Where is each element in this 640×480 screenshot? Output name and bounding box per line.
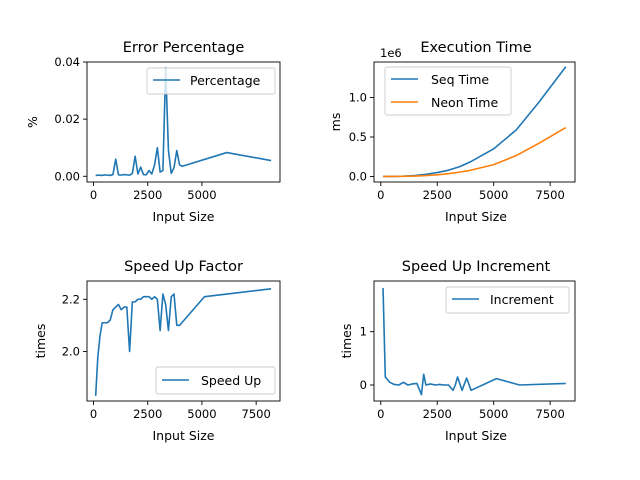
y-tick-label: 2.2 <box>62 292 80 306</box>
y-offset-label: 1e6 <box>380 46 402 60</box>
x-tick-label: 5000 <box>479 407 508 421</box>
x-tick-label: 5000 <box>187 188 216 202</box>
y-axis-label: % <box>25 116 40 128</box>
series-group <box>382 287 566 396</box>
x-axis-label: Input Size <box>153 428 215 443</box>
legend-label-speed-up: Speed Up <box>201 373 261 388</box>
legend-label-seq-time: Seq Time <box>431 72 489 87</box>
axes-frame <box>373 280 576 402</box>
chart-title: Speed Up Factor <box>124 259 243 275</box>
x-ticks: 0 2500 5000 7500 <box>377 182 565 202</box>
x-tick-label: 7500 <box>242 407 271 421</box>
legend: Increment <box>445 286 570 314</box>
axes-frame <box>86 61 281 183</box>
y-tick-label: 0.04 <box>54 55 80 69</box>
legend-label-percentage: Percentage <box>190 73 261 88</box>
x-tick-label: 0 <box>90 407 97 421</box>
y-ticks: 01 <box>360 325 374 392</box>
legend-box <box>155 366 276 395</box>
chart-title: Error Percentage <box>123 40 245 56</box>
y-tick-label: 1.0 <box>349 91 367 105</box>
series-group <box>94 288 272 396</box>
x-tick-label: 5000 <box>479 188 508 202</box>
x-tick-label: 7500 <box>536 188 565 202</box>
y-tick-label: 1 <box>360 325 367 339</box>
y-ticks: 0.00 0.02 0.04 <box>54 55 87 183</box>
y-axis-label: ms <box>328 113 343 132</box>
legend-label-neon-time: Neon Time <box>431 95 498 110</box>
legend-label-increment: Increment <box>490 292 554 307</box>
y-ticks: 0.0 0.5 1.0 <box>349 91 374 183</box>
legend: Percentage <box>146 67 276 95</box>
series-line-increment <box>382 287 566 396</box>
x-tick-label: 2500 <box>133 407 162 421</box>
axes-frame <box>373 61 576 183</box>
legend-box <box>146 67 276 95</box>
y-tick-label: 0 <box>360 378 367 392</box>
y-tick-label: 2.0 <box>62 344 80 358</box>
y-tick-label: 0.0 <box>349 169 367 183</box>
x-tick-label: 0 <box>377 407 384 421</box>
x-tick-label: 2500 <box>423 188 452 202</box>
chart-title: Speed Up Increment <box>402 259 551 275</box>
x-tick-label: 0 <box>90 188 97 202</box>
legend: Seq Time Neon Time <box>384 66 512 116</box>
x-axis-label: Input Size <box>445 428 507 443</box>
x-axis-label: Input Size <box>445 209 507 224</box>
series-line-neon-time <box>383 126 567 178</box>
x-tick-label: 0 <box>377 188 384 202</box>
subplot-execution-time: 0 2500 5000 7500 0.0 0.5 1.0 1e6 Execution Ti… <box>328 40 576 224</box>
y-tick-label: 0.02 <box>54 112 80 126</box>
subplot-error-percentage: 0 2500 5000 0.000.020.04 Error Percentage … <box>25 40 281 224</box>
y-tick-label: 0.5 <box>349 130 367 144</box>
x-ticks: 0 2500 5000 <box>90 182 217 202</box>
series-line-speed-up <box>94 288 272 396</box>
x-ticks: 0 2500 5000 7500 <box>377 401 565 421</box>
series-group <box>95 66 272 177</box>
series-group <box>383 66 567 178</box>
y-axis-label: times <box>339 324 354 359</box>
y-tick-label: 0.00 <box>54 169 80 183</box>
subplot-speed-up-factor: 0 2500 5000 7500 2.0 2.2 Speed Up Factor Inp… <box>33 259 281 443</box>
x-ticks: 0 2500 5000 7500 <box>90 401 271 421</box>
y-axis-label: times <box>33 324 48 359</box>
x-tick-label: 2500 <box>423 407 452 421</box>
axes-frame <box>86 280 281 402</box>
legend-box <box>445 286 570 314</box>
series-line-percentage <box>95 66 272 177</box>
x-tick-label: 5000 <box>187 407 216 421</box>
x-tick-label: 7500 <box>536 407 565 421</box>
legend: Speed Up <box>155 366 276 395</box>
subplot-speed-up-increment: 0 2500 5000 7500 01 Speed Up Increment Inpu… <box>339 259 576 443</box>
x-axis-label: Input Size <box>153 209 215 224</box>
x-tick-label: 2500 <box>133 188 162 202</box>
chart-title: Execution Time <box>420 40 531 56</box>
y-ticks: 2.0 2.2 <box>62 292 87 358</box>
